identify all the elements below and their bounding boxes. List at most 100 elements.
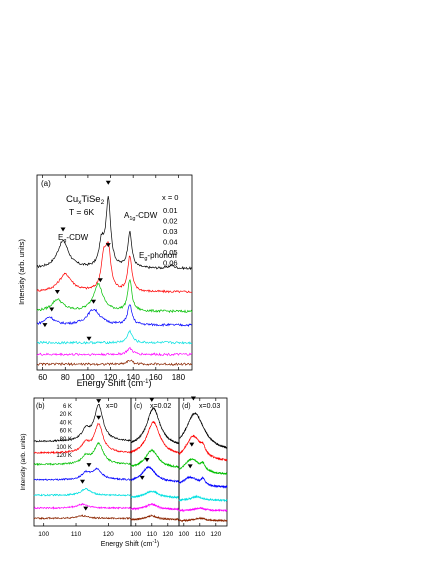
x-tick-label: 110 bbox=[195, 531, 206, 538]
series-line bbox=[36, 195, 193, 271]
peak-arrow bbox=[86, 463, 92, 468]
peak-arrow bbox=[96, 415, 102, 420]
series-line bbox=[178, 475, 228, 489]
peak-arrow bbox=[144, 458, 150, 462]
series-line bbox=[36, 241, 193, 294]
series-line bbox=[33, 441, 132, 467]
peak-arrow bbox=[97, 278, 103, 283]
eg-cdw-label: Eg-CDW bbox=[58, 233, 89, 244]
temperature-entry: 6 K bbox=[63, 404, 72, 410]
peak-arrow bbox=[86, 336, 92, 341]
peak-arrow bbox=[139, 475, 145, 480]
peak-arrow bbox=[189, 442, 195, 447]
panel-c: (c) x=0.02 100 110 120 bbox=[130, 397, 180, 538]
series-line bbox=[33, 514, 132, 521]
x-tick-label: 140 bbox=[126, 373, 140, 382]
series-line bbox=[178, 434, 228, 462]
temperature-entry: 60 K bbox=[60, 429, 72, 435]
series-line bbox=[130, 420, 180, 454]
panel-d-label: (d) bbox=[182, 403, 191, 410]
series-line bbox=[36, 329, 193, 345]
series-line bbox=[33, 422, 132, 455]
bottom-xlabel: Energy Shift (cm-1) bbox=[101, 539, 160, 548]
legend-title: x = 0 bbox=[162, 193, 178, 202]
x-tick-label: 120 bbox=[104, 373, 118, 382]
series-line bbox=[36, 359, 193, 367]
eg-phonon-label: Eg-phonon bbox=[139, 251, 177, 262]
peak-arrow bbox=[49, 307, 55, 312]
temperature-label: T = 6K bbox=[69, 207, 94, 217]
panel-a-xlabel: Energy Shift (cm-1) bbox=[77, 378, 152, 388]
legend-entry: 0.02 bbox=[163, 217, 178, 226]
panel-d-title: x=0.03 bbox=[199, 403, 220, 410]
legend-entry: 0.05 bbox=[163, 248, 178, 257]
bottom-ylabel: Intensity (arb. units) bbox=[20, 433, 27, 490]
series-line bbox=[33, 487, 132, 497]
peak-arrow bbox=[187, 464, 193, 469]
x-tick-label: 180 bbox=[172, 373, 186, 382]
panel-c-title: x=0.02 bbox=[150, 403, 171, 410]
x-tick-label: 100 bbox=[178, 531, 189, 538]
temperature-entry: 120 K bbox=[56, 453, 72, 459]
series-line bbox=[36, 346, 193, 357]
peak-arrow bbox=[190, 396, 196, 401]
peak-arrow bbox=[105, 180, 111, 185]
peak-arrow bbox=[96, 399, 102, 404]
peak-arrow bbox=[54, 289, 60, 294]
legend-entry: 0.03 bbox=[163, 227, 178, 236]
x-tick-label: 100 bbox=[38, 531, 49, 538]
peak-arrow bbox=[42, 323, 48, 328]
x-tick-label: 120 bbox=[162, 531, 173, 538]
x-tick-label: 110 bbox=[147, 531, 158, 538]
temperature-entry: 40 K bbox=[60, 420, 72, 426]
panel-d: (d) x=0.03 100 110 120 bbox=[178, 396, 228, 538]
series-line bbox=[36, 278, 193, 314]
series-line bbox=[178, 516, 228, 523]
panel-a-label: (a) bbox=[41, 179, 51, 188]
series-line bbox=[178, 411, 228, 450]
legend: 0.01 0.020.03 0.040.05 0.06 bbox=[163, 206, 178, 268]
x-tick-label: 110 bbox=[71, 531, 82, 538]
panel-b-label: (b) bbox=[36, 403, 45, 410]
panel-a: (a) CuxTiSe2 T = 6K Eg-CDW A1g-CDW Eg-ph… bbox=[17, 174, 193, 388]
peak-arrow bbox=[80, 479, 85, 484]
panel-b-frame bbox=[33, 397, 132, 527]
panel-a-frame bbox=[36, 174, 193, 371]
panel-c-label: (c) bbox=[134, 403, 142, 410]
series-line bbox=[178, 494, 228, 503]
series-line bbox=[130, 465, 180, 483]
series-line bbox=[36, 304, 193, 328]
x-tick-label: 120 bbox=[103, 531, 114, 538]
x-tick-label: 100 bbox=[81, 373, 95, 382]
series-line bbox=[130, 503, 180, 511]
legend-entry: 0.01 bbox=[163, 206, 178, 215]
peak-arrow bbox=[83, 506, 89, 511]
legend-entry: 0.06 bbox=[163, 259, 178, 268]
series-line bbox=[130, 513, 180, 522]
x-tick-label: 160 bbox=[149, 373, 163, 382]
series-line bbox=[33, 503, 132, 510]
x-tick-label: 100 bbox=[130, 531, 141, 538]
x-tick-label: 60 bbox=[38, 373, 47, 382]
series-line bbox=[130, 407, 179, 445]
compound-label: CuxTiSe2 bbox=[66, 194, 105, 206]
temperature-entry: 100 K bbox=[56, 445, 72, 451]
series-line bbox=[178, 457, 228, 475]
series-line bbox=[33, 467, 132, 482]
series-line bbox=[178, 506, 228, 513]
series-line bbox=[130, 490, 180, 500]
panel-c-frame bbox=[130, 397, 180, 527]
x-tick-label: 120 bbox=[210, 531, 221, 538]
temperature-entry: 20 K bbox=[60, 412, 72, 418]
legend-entry: 0.04 bbox=[163, 238, 178, 247]
series-line bbox=[130, 448, 180, 469]
peak-arrow bbox=[60, 227, 66, 232]
peak-arrow bbox=[105, 243, 111, 248]
peak-arrow bbox=[91, 299, 97, 304]
panel-a-ylabel: Intensity (arb. units) bbox=[17, 239, 26, 305]
series-line bbox=[33, 403, 132, 443]
a1g-cdw-label: A1g-CDW bbox=[124, 211, 158, 222]
panel-d-frame bbox=[178, 397, 228, 527]
